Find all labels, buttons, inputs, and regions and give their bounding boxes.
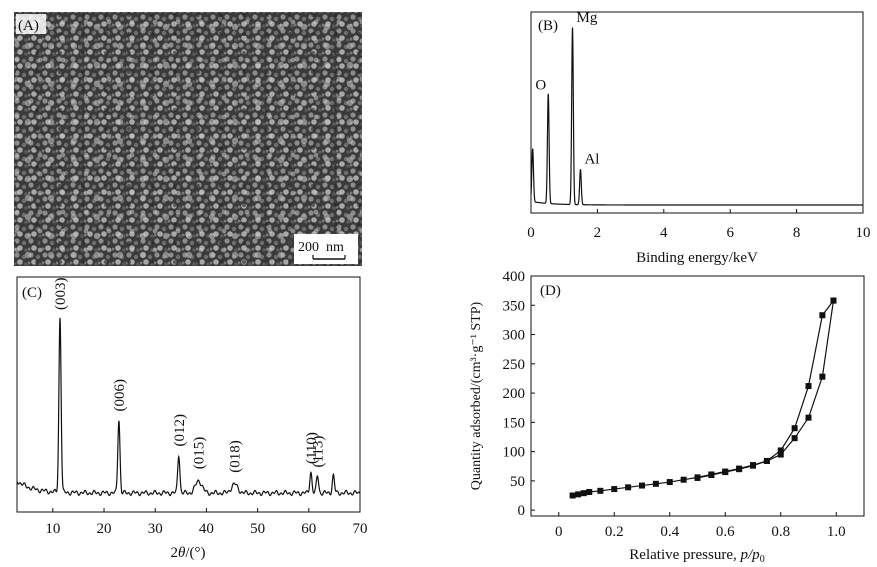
- panel-d-data-point: [708, 472, 715, 479]
- panel-d-x-axis-title-sub: 0: [760, 554, 765, 565]
- panel-d-y-tick-label: 100: [503, 445, 526, 461]
- panel-c-x-tick-label: 60: [301, 521, 316, 537]
- panel-d-data-point: [805, 383, 812, 390]
- panel-b-x-tick-label: 10: [856, 225, 871, 241]
- panel-c-x-tick-label: 40: [199, 521, 214, 537]
- panel-d-x-axis-title-italic: p/p: [740, 547, 761, 563]
- panel-d-x-tick-label: 0.2: [605, 524, 624, 540]
- panel-d-data-point: [639, 482, 645, 489]
- panel-c-x-tick-label: 50: [250, 521, 265, 537]
- panel-d-series-line: [697, 300, 834, 479]
- panel-d-data-point: [694, 474, 701, 481]
- panel-d-chart: (D) 0 0.2 0.4 0.6 0.8 1.0 0 50 100 150 200 250 300 35…: [469, 269, 865, 565]
- panel-b-x-tick-label: 8: [793, 225, 801, 241]
- panel-d-data-point: [819, 373, 826, 380]
- panel-d-y-tick-label: 250: [503, 357, 526, 373]
- panel-d-x-tick-label: 0.4: [660, 524, 679, 540]
- panel-d-data-point: [586, 489, 593, 495]
- panel-c-peak-label: (015): [192, 437, 208, 470]
- panel-d-data-point: [777, 451, 784, 458]
- panel-d-data-point: [819, 312, 826, 319]
- panel-a-label-box: [16, 14, 46, 34]
- panel-c-frame: [16, 276, 361, 513]
- panel-c-peak-label: (113): [311, 436, 327, 468]
- panel-b-peak-label: O: [535, 77, 546, 93]
- panel-d-data-point: [652, 480, 659, 487]
- panel-b-label: (B): [538, 18, 558, 34]
- panel-d-data-point: [722, 469, 729, 476]
- panel-d-data-point: [611, 486, 618, 493]
- panel-b-peak-label: Al: [584, 152, 599, 168]
- panel-d-y-axis-title: Quantity adsorbed/(cm³·g⁻¹ STP): [469, 301, 484, 490]
- panel-c-x-axis-title: 2θ/(°): [170, 545, 205, 561]
- panel-d-data-point: [763, 457, 770, 464]
- panel-b-x-tick-label: 0: [527, 225, 535, 241]
- panel-c-x-axis-title-italic: θ: [178, 545, 186, 561]
- panel-d-label: (D): [540, 283, 561, 299]
- panel-b-frame: [530, 11, 864, 214]
- panel-c-x-tick-label: 70: [353, 521, 368, 537]
- panel-d-data-point: [805, 414, 812, 421]
- panel-d-y-tick-label: 200: [503, 386, 526, 402]
- panel-b-x-tick-label: 4: [660, 225, 668, 241]
- panel-c-chart: (C) 10 20 30 40 50 60 70 (003) (006) (012)(015) (…: [16, 276, 368, 561]
- panel-d-y-tick-label: 300: [503, 328, 526, 344]
- panel-c-peak-label: (003): [53, 278, 69, 311]
- panel-c-x-tick-label: 30: [148, 521, 163, 537]
- panel-b-x-axis-title: Binding energy/keV: [636, 250, 758, 266]
- panel-b-x-tick-label: 2: [594, 225, 602, 241]
- panel-d-data-point: [736, 466, 743, 473]
- panel-b-peak-label: Mg: [577, 10, 598, 26]
- panel-a-micrograph: (A) 200 nm: [14, 12, 362, 266]
- scale-bar-label: 200 nm: [298, 240, 344, 255]
- panel-c-x-axis-title-rest: /(°): [185, 545, 205, 561]
- panel-c-x-axis-title-main: 2: [170, 545, 178, 561]
- panel-b-x-tick-label: 6: [726, 225, 734, 241]
- sem-image-texture: [14, 12, 362, 266]
- panel-d-x-tick-label: 1.0: [827, 524, 846, 540]
- panel-d-y-tick-label: 50: [510, 474, 525, 490]
- panel-d-series-line: [572, 300, 835, 497]
- panel-d-y-tick-label: 350: [503, 298, 526, 314]
- panel-d-data-point: [680, 476, 687, 483]
- panel-d-x-axis-title-main: Relative pressure,: [629, 547, 740, 563]
- panel-c-xrd-line: [16, 317, 361, 497]
- panel-c-x-tick-label: 20: [97, 521, 112, 537]
- panel-a-label: (A): [18, 18, 39, 34]
- panel-c-label: (C): [22, 285, 42, 301]
- panel-d-data-point: [625, 484, 632, 491]
- panel-d-x-tick-label: 0.8: [771, 524, 790, 540]
- panel-d-x-tick-label: 0.6: [716, 524, 735, 540]
- panel-d-x-axis-title: Relative pressure, p/p0: [629, 547, 764, 565]
- panel-d-frame: [530, 275, 865, 517]
- panel-d-data-point: [777, 447, 784, 454]
- panel-c-peak-label: (006): [112, 379, 128, 412]
- panel-c-x-tick-label: 10: [45, 521, 60, 537]
- panel-c-peak-label: (012): [172, 414, 188, 447]
- panel-d-data-point: [580, 490, 587, 497]
- panel-d-data-point: [750, 462, 756, 469]
- panel-d-y-tick-label: 400: [503, 269, 526, 285]
- panel-d-y-tick-label: 0: [518, 503, 526, 519]
- panel-b-spectrum-line: [530, 27, 863, 206]
- panel-c-peak-label: (018): [228, 440, 244, 473]
- panel-d-data-point: [830, 297, 837, 304]
- panel-c-peak-label: (110): [304, 432, 320, 464]
- panel-d-data-point: [597, 487, 604, 494]
- panel-d-data-point: [666, 479, 673, 486]
- panel-b-chart: (B) 0 2 4 6 8 10 O Mg Al Binding energy/keV: [527, 10, 870, 266]
- panel-d-y-tick-label: 150: [503, 415, 526, 431]
- panel-d-data-point: [575, 491, 582, 498]
- panel-d-data-point: [791, 425, 798, 432]
- panel-d-x-tick-label: 0: [555, 524, 563, 540]
- panel-d-data-point: [569, 492, 576, 499]
- panel-d-data-point: [791, 435, 798, 442]
